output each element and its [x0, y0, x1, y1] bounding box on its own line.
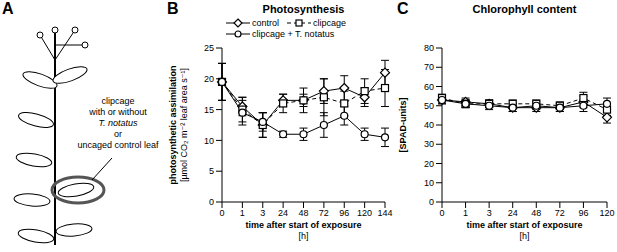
svg-text:40: 40 — [424, 120, 434, 130]
svg-text:1: 1 — [463, 208, 468, 218]
svg-text:30: 30 — [424, 139, 434, 149]
svg-text:120: 120 — [599, 208, 614, 218]
svg-text:60: 60 — [424, 82, 434, 92]
html-text:clipcage + T. notatus: clipcage + T. notatus — [252, 29, 335, 39]
svg-text:20: 20 — [204, 74, 214, 84]
svg-text:time after start of exposure[h: time after start of exposure[h] — [245, 220, 361, 241]
svg-text:15: 15 — [204, 105, 214, 115]
svg-text:50: 50 — [424, 101, 434, 111]
svg-text:48: 48 — [531, 208, 541, 218]
svg-text:10: 10 — [204, 136, 214, 146]
svg-text:5: 5 — [209, 166, 214, 176]
svg-text:96: 96 — [339, 208, 349, 218]
svg-text:72: 72 — [319, 208, 329, 218]
svg-text:25: 25 — [204, 43, 214, 53]
html-text:A: A — [2, 0, 14, 17]
html-text:Photosynthesis: Photosynthesis — [262, 3, 345, 15]
svg-text:3: 3 — [260, 208, 265, 218]
html-text:clipcage: clipcage — [313, 18, 346, 28]
html-text:Chlorophyll content: Chlorophyll content — [472, 3, 577, 15]
svg-text:0: 0 — [439, 208, 444, 218]
svg-text:0: 0 — [209, 197, 214, 207]
svg-text:80: 80 — [424, 43, 434, 53]
svg-text:0: 0 — [219, 208, 224, 218]
svg-text:time after start of exposure[h: time after start of exposure[h] — [466, 220, 582, 241]
svg-text:48: 48 — [298, 208, 308, 218]
svg-text:120: 120 — [357, 208, 372, 218]
svg-text:[SPAD-units]: [SPAD-units] — [398, 98, 408, 153]
svg-text:20: 20 — [424, 159, 434, 169]
svg-text:24: 24 — [508, 208, 518, 218]
html-text:C: C — [397, 0, 409, 17]
svg-text:144: 144 — [377, 208, 392, 218]
svg-text:0: 0 — [429, 197, 434, 207]
svg-text:3: 3 — [487, 208, 492, 218]
svg-text:72: 72 — [555, 208, 565, 218]
svg-text:70: 70 — [424, 62, 434, 72]
html-text:B: B — [167, 0, 179, 17]
svg-text:photosynthetic assimilation[µm: photosynthetic assimilation[µmol CO₂ m⁻²… — [168, 65, 189, 184]
svg-text:10: 10 — [424, 178, 434, 188]
svg-text:96: 96 — [578, 208, 588, 218]
html-text:control: control — [252, 18, 279, 28]
svg-text:clipcagewith or withoutT. nota: clipcagewith or withoutT. notatusoruncag… — [77, 96, 159, 150]
svg-text:24: 24 — [278, 208, 288, 218]
svg-text:1: 1 — [240, 208, 245, 218]
